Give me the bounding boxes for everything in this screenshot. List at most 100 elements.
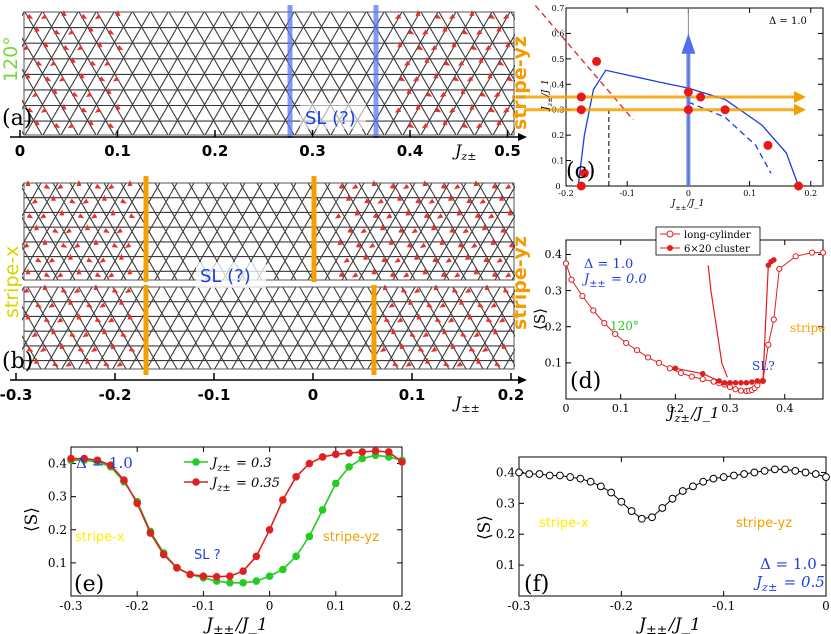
- marker-6x20: [727, 379, 733, 386]
- marker-f: [515, 468, 523, 477]
- x-tick-label: 0.3: [721, 402, 739, 415]
- x-tick-label: 0.2: [667, 402, 685, 415]
- boundary-dashed: [688, 101, 772, 174]
- x-tick-label: 0: [563, 402, 570, 415]
- y-tick-label: 0.2: [552, 131, 565, 140]
- x-tick-label: -0.3: [59, 599, 82, 613]
- chart-d-ylabel: ⟨S⟩: [531, 308, 549, 330]
- marker-6x20: [732, 379, 739, 386]
- spin-arrows: [22, 285, 136, 367]
- lattice-b-bottom: [22, 285, 515, 370]
- lattice-a-frame: [23, 11, 515, 136]
- ticks-b: -0.3 -0.2 -0.1 0 0.1 0.2: [0, 373, 524, 404]
- marker-f: [791, 467, 800, 475]
- marker-long-cylinder: [612, 330, 619, 338]
- lattice-bonds: [22, 286, 515, 370]
- marker-6x20: [760, 378, 766, 384]
- panel-label-b: (b): [2, 349, 33, 374]
- marker-6x20: [672, 365, 679, 372]
- marker-long-cylinder: [633, 347, 641, 354]
- y-tick-label: 0.3: [496, 496, 515, 510]
- marker-f: [678, 487, 687, 495]
- marker-jz-0.35: [120, 476, 128, 484]
- marker-f: [556, 471, 564, 480]
- panel-label-a: (a): [2, 106, 32, 131]
- marker-jz-0.3: [252, 577, 261, 585]
- marker-long-cylinder: [819, 249, 827, 256]
- phase-point: [683, 87, 693, 97]
- marker-f: [822, 473, 830, 481]
- x-tick-label: -0.3: [507, 599, 530, 613]
- marker-f: [535, 470, 544, 478]
- y-tick-label: 0.1: [545, 357, 563, 370]
- marker-long-cylinder: [792, 253, 799, 260]
- phase-point: [576, 92, 586, 102]
- legend-marker: [192, 478, 200, 486]
- marker-f: [545, 471, 554, 480]
- x-tick-label: 0.2: [804, 189, 817, 198]
- marker-f: [658, 504, 667, 512]
- marker-jz-0.35: [252, 552, 261, 561]
- tick-label-a: 0.5: [494, 142, 521, 160]
- phase-point: [696, 92, 706, 102]
- marker-f: [607, 488, 615, 497]
- x-tick-label: 0: [822, 599, 830, 613]
- annot-sl-d: SL?: [752, 359, 775, 373]
- marker-long-cylinder: [655, 359, 663, 366]
- marker-long-cylinder: [623, 339, 630, 347]
- marker-jz-0.35: [398, 458, 406, 466]
- marker-6x20: [699, 370, 706, 377]
- marker-f: [668, 494, 677, 503]
- marker-6x20: [749, 379, 755, 385]
- marker-jz-0.3: [305, 532, 314, 541]
- marker-long-cylinder: [808, 249, 816, 256]
- y-tick-label: 0.4: [48, 457, 67, 471]
- marker-6x20: [770, 257, 777, 263]
- marker-f: [586, 477, 595, 486]
- chart-c-ylabel: Jz± /J_1: [541, 79, 554, 112]
- label-stripe-yz-b: stripe-yz: [509, 236, 531, 330]
- annot-stripe-x-e: stripe-x: [75, 530, 125, 545]
- marker-jz-0.35: [384, 448, 393, 456]
- param-delta-f: Δ = 1.0: [760, 555, 817, 573]
- y-tick-label: 0.1: [552, 157, 565, 166]
- y-tick-label: 0.4: [545, 248, 563, 261]
- boundary-solid: [577, 69, 800, 187]
- marker-6x20: [754, 378, 761, 384]
- annot-stripe-yz-f: stripe-yz: [736, 516, 792, 531]
- marker-long-cylinder: [776, 265, 783, 273]
- marker-f: [627, 507, 636, 515]
- x-tick-label: -0.1: [619, 189, 634, 198]
- marker-jz-0.35: [279, 496, 287, 504]
- annot-120: 120°: [610, 319, 639, 333]
- chart-f-ylabel: ⟨S⟩: [475, 515, 495, 540]
- legend-marker: [192, 458, 200, 466]
- marker-jz-0.35: [345, 449, 353, 457]
- y-tick-label: 0.2: [545, 320, 563, 333]
- marker-jz-0.35: [226, 572, 234, 580]
- annot-sl-e: SL ?: [194, 548, 221, 563]
- y-tick-label: 0.3: [48, 490, 67, 504]
- lattice-b-bottom-frame: [23, 286, 515, 370]
- marker-6x20: [716, 378, 722, 384]
- legend-jz-0.3: Jz± = 0.3: [209, 456, 272, 474]
- tick-label-b: -0.2: [99, 386, 132, 404]
- y-tick-label: 0.1: [48, 556, 67, 570]
- marker-jz-0.35: [239, 567, 247, 575]
- marker-f: [740, 470, 749, 478]
- legend-marker: [667, 245, 673, 251]
- panel-label-f: (f): [524, 572, 549, 597]
- chart-c: -0.2-0.100.10.200.10.20.30.40.50.60.7Δ =…: [524, 4, 824, 212]
- y-tick-label: 0: [555, 182, 560, 191]
- series-jz-0.3: [71, 454, 403, 584]
- series-f: [518, 468, 827, 520]
- marker-f: [596, 482, 605, 491]
- param-delta-e: Δ = 1.0: [76, 454, 133, 472]
- label-sl-b: SL (?): [200, 266, 251, 287]
- chart-e: -0.3 -0.2 -0.1 0 0.1 0.2 0.1 0.2 0.3 0.4 Jz± = 0.3…: [22, 446, 412, 634]
- marker-long-cylinder: [666, 365, 673, 372]
- marker-6x20: [721, 379, 728, 386]
- marker-f: [525, 470, 534, 478]
- x-tick-label: 0.1: [612, 402, 630, 415]
